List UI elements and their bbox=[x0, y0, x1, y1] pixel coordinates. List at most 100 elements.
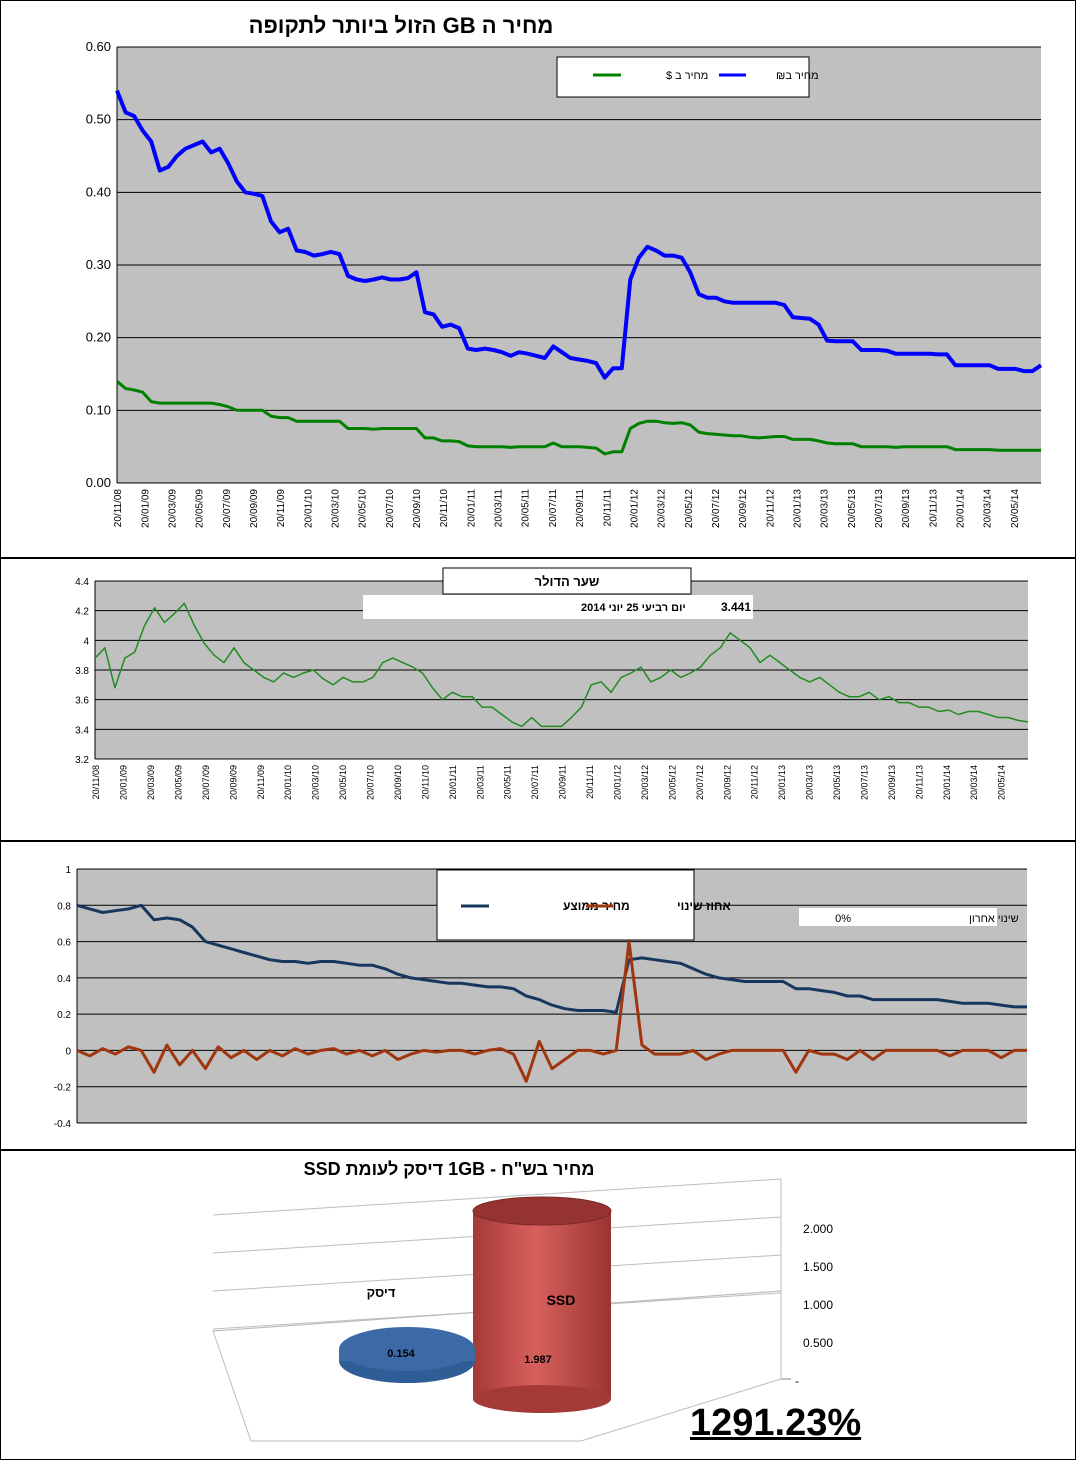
x-tick-label: 20/11/13 bbox=[928, 489, 939, 528]
y-tick-label: 0.6 bbox=[57, 938, 71, 949]
x-tick-label: 20/01/09 bbox=[140, 489, 151, 528]
x-tick-label: 20/09/11 bbox=[558, 765, 568, 799]
x-tick-label: 20/11/09 bbox=[276, 489, 287, 528]
x-tick-label: 20/11/09 bbox=[256, 765, 266, 799]
chart-panel-avg-price: -0.4 -0.2 0 0.2 0.4 0.6 0.8 1 מחיר ממוצע אחוז ש… bbox=[0, 841, 1076, 1150]
x-tick-label: 20/05/14 bbox=[1010, 489, 1021, 528]
x-tick-label: 20/03/10 bbox=[330, 489, 341, 528]
x-tick-label: 20/05/12 bbox=[667, 765, 677, 800]
chart-title: שער הדולר bbox=[535, 574, 600, 589]
info-box bbox=[799, 908, 997, 926]
x-tick-label: 20/03/12 bbox=[657, 489, 668, 528]
x-tick-label: 20/01/11 bbox=[466, 489, 477, 528]
x-tick-label: 20/01/14 bbox=[942, 765, 952, 800]
x-tick-label: 20/09/13 bbox=[901, 489, 912, 528]
chart-title: מחיר ה GB הזול ביותר לתקופה bbox=[249, 13, 554, 38]
y-tick-label: 0.2 bbox=[57, 1010, 71, 1021]
y-tick-label: 3.2 bbox=[75, 755, 89, 766]
x-tick-label: 20/03/11 bbox=[475, 765, 485, 799]
series-line-1 bbox=[116, 380, 1041, 456]
chart-panel-dollar-rate: 3.2 3.4 3.6 3.8 4 4.2 4.4 20/11/08 20/01/09 20/0… bbox=[0, 558, 1076, 841]
y-tick: 1.000 bbox=[803, 1298, 833, 1312]
x-tick-label: 20/05/09 bbox=[195, 489, 206, 528]
avg-price-chart: -0.4-0.200.20.40.60.81 מחיר ממוצע אחוז ש… bbox=[54, 865, 1027, 1130]
x-tick-label: 20/01/09 bbox=[119, 765, 129, 800]
x-tick-label: 20/07/09 bbox=[201, 765, 211, 800]
y-tick-label: -0.4 bbox=[54, 1119, 72, 1130]
x-tick-label: 20/01/10 bbox=[283, 765, 293, 800]
x-tick-label: 20/01/12 bbox=[629, 489, 640, 528]
bar-ssd bbox=[472, 1196, 612, 1413]
series-line-1 bbox=[76, 940, 1027, 1083]
x-tick-label: 20/07/13 bbox=[859, 765, 869, 800]
info-label: שינוי אחרון bbox=[969, 913, 1019, 925]
x-tick-label: 20/07/12 bbox=[695, 765, 705, 800]
info-value: 0% bbox=[835, 913, 851, 925]
y-tick-label: 0.60 bbox=[86, 39, 111, 54]
y-tick-label: 0.4 bbox=[57, 974, 71, 985]
x-tick-label: 20/03/09 bbox=[146, 765, 156, 800]
x-tick-label: 20/01/13 bbox=[792, 489, 803, 528]
x-tick-label: 20/11/08 bbox=[113, 489, 124, 528]
x-tick-label: 20/05/11 bbox=[503, 765, 513, 799]
x-tick-label: 20/05/10 bbox=[338, 765, 348, 800]
series-line-0 bbox=[94, 602, 1029, 728]
x-tick-label: 20/03/13 bbox=[805, 765, 815, 800]
x-tick-label: 20/11/10 bbox=[420, 765, 430, 799]
floor bbox=[212, 1290, 782, 1442]
y-tick: 2.000 bbox=[803, 1222, 833, 1236]
x-tick-label: 20/05/12 bbox=[684, 489, 695, 528]
x-tick-label: 20/11/12 bbox=[765, 489, 776, 528]
value-label-disk: 0.154 bbox=[387, 1348, 415, 1360]
x-tick-label: 20/11/12 bbox=[750, 765, 760, 799]
x-tick-label: 20/03/14 bbox=[983, 489, 994, 528]
x-tick-label: 20/01/11 bbox=[448, 765, 458, 799]
y-tick-label: 3.4 bbox=[75, 725, 89, 736]
x-tick-label: 20/11/08 bbox=[91, 765, 101, 799]
x-tick-label: 20/09/12 bbox=[738, 489, 749, 528]
x-tick-label: 20/05/09 bbox=[173, 765, 183, 800]
legend bbox=[556, 56, 810, 98]
x-tick-label: 20/07/11 bbox=[548, 489, 559, 528]
x-tick-label: 20/11/11 bbox=[585, 765, 595, 799]
x-tick-label: 20/05/10 bbox=[358, 489, 369, 528]
x-tick-label: 20/05/13 bbox=[847, 489, 858, 528]
x-tick-label: 20/07/10 bbox=[366, 765, 376, 800]
x-tick-label: 20/01/12 bbox=[612, 765, 622, 800]
x-tick-label: 20/07/09 bbox=[222, 489, 233, 528]
y-tick-label: 0.50 bbox=[86, 112, 111, 127]
info-date: יום רביעי 25 יוני 2014 bbox=[581, 602, 686, 614]
x-tick-label: 20/05/13 bbox=[832, 765, 842, 800]
x-tick-label: 20/11/11 bbox=[602, 489, 613, 527]
info-box bbox=[363, 595, 753, 619]
y-tick-label: 0.40 bbox=[86, 184, 111, 199]
chart-title: מחיר בש"ח - 1GB דיסק לעומת SSD bbox=[304, 1159, 595, 1179]
y-tick-label: 0.10 bbox=[86, 402, 111, 417]
x-tick-label: 20/03/10 bbox=[311, 765, 321, 800]
x-tick-label: 20/11/13 bbox=[914, 765, 924, 799]
x-tick-label: 20/09/12 bbox=[722, 765, 732, 800]
category-label-ssd: SSD bbox=[547, 1292, 576, 1308]
x-tick-label: 20/03/09 bbox=[167, 489, 178, 528]
gb-price-chart: מחיר ה GB הזול ביותר לתקופה 0.00 0.10 0.20… bbox=[86, 13, 1043, 528]
y-tick-label: 1 bbox=[65, 865, 71, 876]
value-label-ssd: 1.987 bbox=[524, 1354, 552, 1366]
x-tick-label: 20/09/09 bbox=[249, 489, 260, 528]
info-rate: 3.441 bbox=[721, 600, 751, 614]
category-label-disk: דיסק bbox=[367, 1285, 396, 1300]
x-tick-label: 20/09/09 bbox=[228, 765, 238, 800]
chart-panel-gb-price: מחיר ה GB הזול ביותר לתקופה 0.00 0.10 0.20… bbox=[0, 0, 1076, 558]
y-tick-label: 0.30 bbox=[86, 257, 111, 272]
chart-panel-disk-vs-ssd: מחיר בש"ח - 1GB דיסק לעומת SSD 2.000 1.5… bbox=[0, 1150, 1076, 1460]
disk-vs-ssd-chart: מחיר בש"ח - 1GB דיסק לעומת SSD 2.000 1.5… bbox=[212, 1159, 833, 1442]
x-tick-label: 20/09/10 bbox=[412, 489, 423, 528]
x-tick-label: 20/07/10 bbox=[385, 489, 396, 528]
y-tick: 1.500 bbox=[803, 1260, 833, 1274]
x-tick-label: 20/01/13 bbox=[777, 765, 787, 800]
x-tick-label: 20/07/11 bbox=[530, 765, 540, 799]
legend-label-change: אחוז שינוי bbox=[677, 899, 731, 913]
x-tick-label: 20/03/13 bbox=[820, 489, 831, 528]
dollar-rate-chart: 3.2 3.4 3.6 3.8 4 4.2 4.4 20/11/08 20/01/09 20/0… bbox=[75, 567, 1029, 800]
ratio-percentage: 1291.23% bbox=[690, 1402, 862, 1444]
x-tick-label: 20/01/14 bbox=[956, 489, 967, 528]
